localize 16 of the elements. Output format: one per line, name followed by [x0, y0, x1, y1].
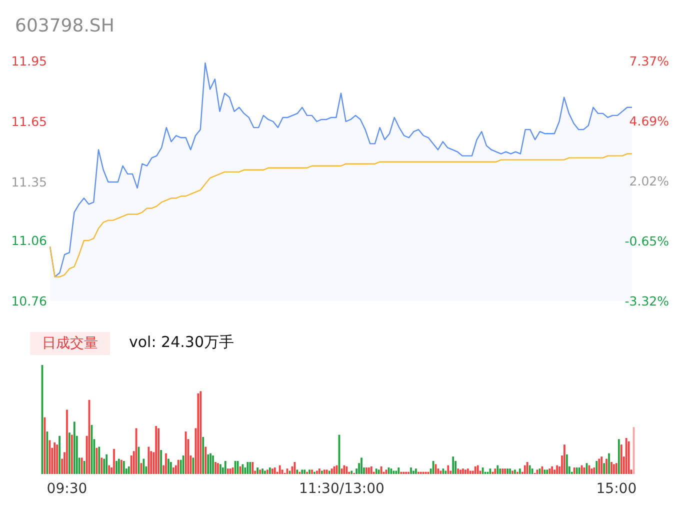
y-tick-label: 11.65	[11, 114, 47, 130]
chart-title: 603798.SH	[15, 16, 114, 36]
y2-tick-label: 2.02%	[629, 174, 670, 189]
y-tick-label: 11.35	[11, 174, 47, 190]
y2-tick-label: 4.69%	[629, 114, 670, 129]
chart-subtitle: vol: 24.30万手	[129, 333, 234, 351]
y-tick-label: 10.76	[11, 294, 48, 308]
x-tick-label: 09:30	[46, 481, 88, 497]
y-tick-label: 11.06	[11, 232, 48, 248]
x-tick-label: 15:00	[596, 481, 637, 497]
y2-tick-label: -3.32%	[624, 294, 670, 308]
y-tick-label: 11.95	[11, 54, 47, 68]
y2-tick-label: -0.65%	[624, 234, 670, 249]
chart-title: 日成交量	[42, 336, 98, 352]
y2-tick-label: 7.37%	[629, 54, 670, 68]
x-tick-label: 11:30/13:00	[299, 481, 384, 497]
